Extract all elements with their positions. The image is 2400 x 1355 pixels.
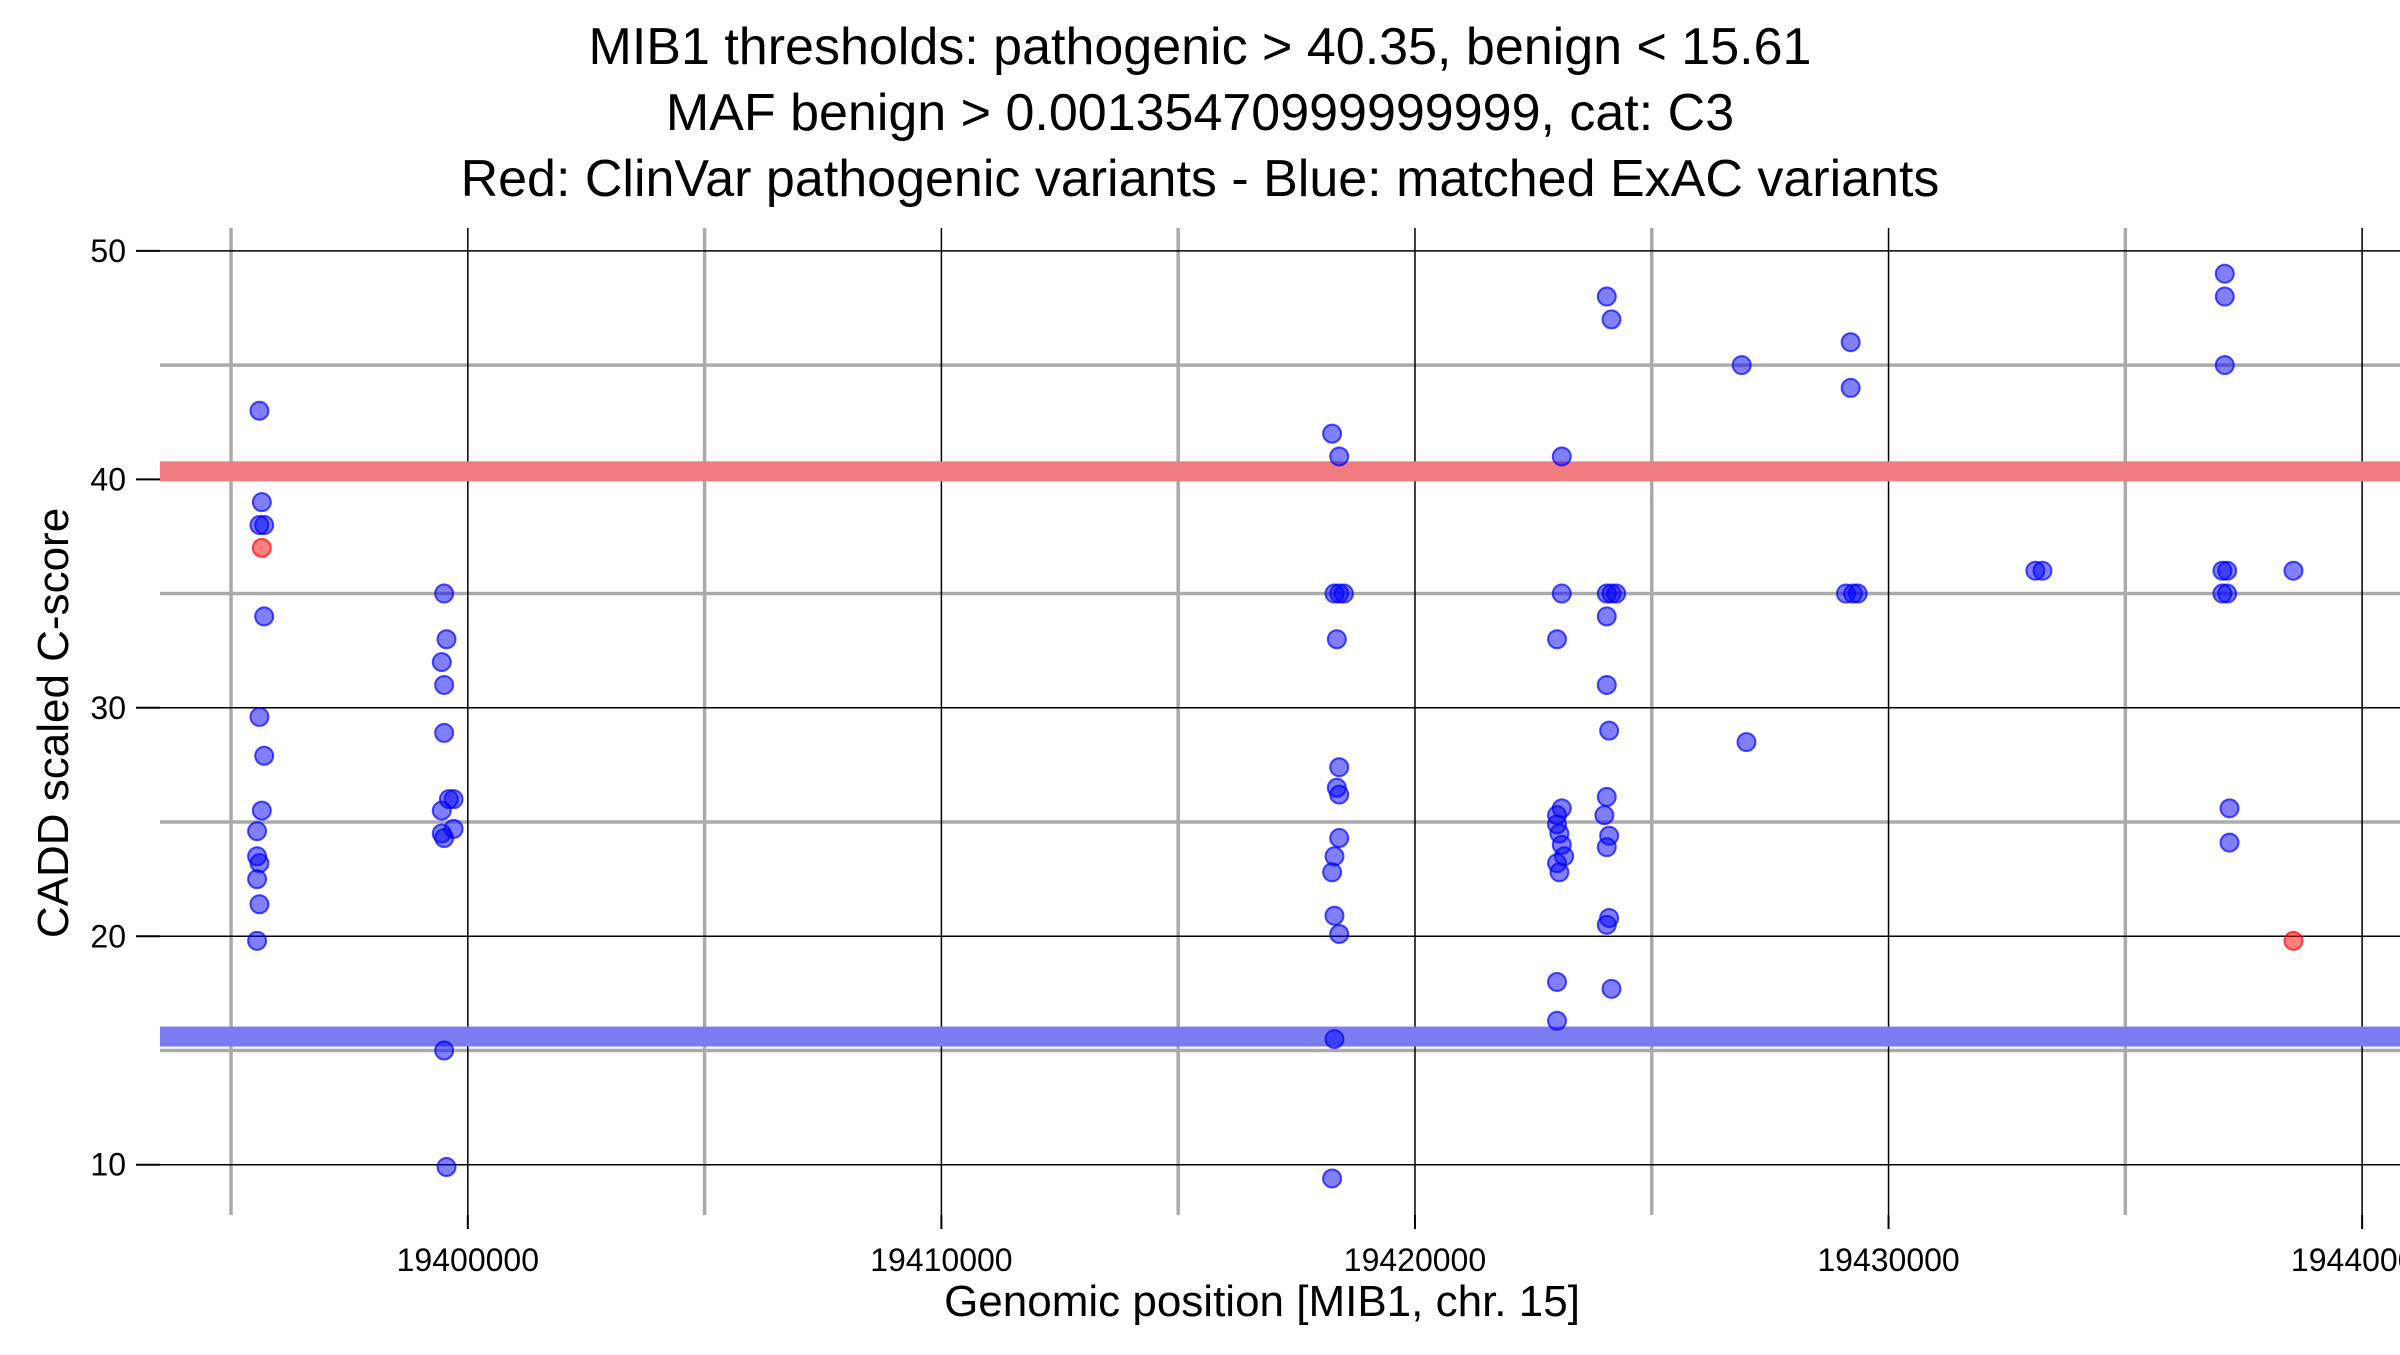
exac-point (1322, 423, 1343, 444)
exac-point (1606, 583, 1627, 604)
exac-point (1840, 377, 1861, 398)
exac-point (2217, 583, 2238, 604)
exac-point (1551, 446, 1572, 467)
exac-point (434, 828, 455, 849)
exac-point (1329, 446, 1350, 467)
exac-point (1599, 720, 1620, 741)
exac-point (247, 930, 268, 951)
exac-point (2219, 798, 2240, 819)
exac-point (1547, 971, 1568, 992)
clinvar-point (251, 537, 272, 558)
clinvar-point (2283, 930, 2304, 951)
exac-point (1329, 923, 1350, 944)
exac-point (1601, 978, 1622, 999)
x-tick-label: 19400000 (397, 1242, 539, 1278)
exac-point (249, 706, 270, 727)
exac-point (1324, 905, 1345, 926)
exac-point (247, 869, 268, 890)
y-tick-label: 20 (90, 918, 126, 954)
exac-point (1596, 837, 1617, 858)
points-layer (247, 263, 2304, 1189)
exac-point (1322, 1168, 1343, 1189)
x-axis-title: Genomic position [MIB1, chr. 15] (944, 1277, 1580, 1326)
exac-point (2283, 560, 2304, 581)
exac-point (1333, 583, 1354, 604)
exac-point (1547, 1010, 1568, 1031)
exac-point (1326, 629, 1347, 650)
exac-point (1731, 355, 1752, 376)
exac-point (1596, 674, 1617, 695)
y-tick-label: 50 (90, 233, 126, 269)
chart-title-line-2: MAF benign > 0.00135470999999999, cat: C… (666, 84, 1734, 142)
x-tick-label: 19420000 (1344, 1242, 1486, 1278)
x-tick-label: 19410000 (870, 1242, 1012, 1278)
exac-point (434, 1040, 455, 1061)
exac-point (443, 789, 464, 810)
exac-point (1840, 332, 1861, 353)
exac-point (247, 821, 268, 842)
exac-point (1601, 309, 1622, 330)
exac-point (249, 894, 270, 915)
exac-point (436, 629, 457, 650)
exac-point (431, 652, 452, 673)
y-tick-label: 30 (90, 690, 126, 726)
exac-point (2214, 355, 2235, 376)
exac-point (1551, 583, 1572, 604)
exac-point (434, 674, 455, 695)
exac-point (251, 800, 272, 821)
x-tick-label: 19430000 (1817, 1242, 1959, 1278)
y-tick-label: 10 (90, 1147, 126, 1183)
exac-point (1596, 286, 1617, 307)
y-tick-label: 40 (90, 461, 126, 497)
exac-point (2219, 832, 2240, 853)
chart-title-line-1: MIB1 thresholds: pathogenic > 40.35, ben… (589, 18, 1812, 76)
exac-point (1324, 1029, 1345, 1050)
exac-point (2214, 286, 2235, 307)
benign-threshold-band (160, 1026, 2400, 1047)
exac-point (1329, 828, 1350, 849)
exac-point (431, 800, 452, 821)
exac-point (434, 583, 455, 604)
x-tick-label: 19440000 (2291, 1242, 2400, 1278)
exac-point (1594, 805, 1615, 826)
pathogenic-threshold-band (160, 461, 2400, 482)
exac-point (434, 722, 455, 743)
exac-point (1547, 629, 1568, 650)
exac-point (1549, 862, 1570, 883)
exac-point (2217, 560, 2238, 581)
exac-point (1596, 786, 1617, 807)
exac-point (1596, 606, 1617, 627)
exac-point (1736, 732, 1757, 753)
exac-point (251, 492, 272, 513)
exac-point (1847, 583, 1868, 604)
axes-layer: 19400000 19410000 19420000 19430000 19440000… (90, 233, 2400, 1278)
grid-layer (160, 228, 2400, 1215)
exac-point (2032, 560, 2053, 581)
y-axis-title: CADD scaled C-score (29, 508, 78, 938)
chart-title-line-3: Red: ClinVar pathogenic variants - Blue:… (461, 150, 1940, 208)
exac-point (1329, 757, 1350, 778)
threshold-layer (160, 461, 2400, 1047)
exac-point (254, 515, 275, 536)
text-layer: MIB1 thresholds: pathogenic > 40.35, ben… (29, 18, 1939, 1326)
exac-point (436, 1157, 457, 1178)
exac-point (254, 745, 275, 766)
exac-point (249, 400, 270, 421)
exac-point (1329, 784, 1350, 805)
exac-point (254, 606, 275, 627)
exac-point (2214, 263, 2235, 284)
exac-point (1596, 914, 1617, 935)
exac-point (1322, 862, 1343, 883)
